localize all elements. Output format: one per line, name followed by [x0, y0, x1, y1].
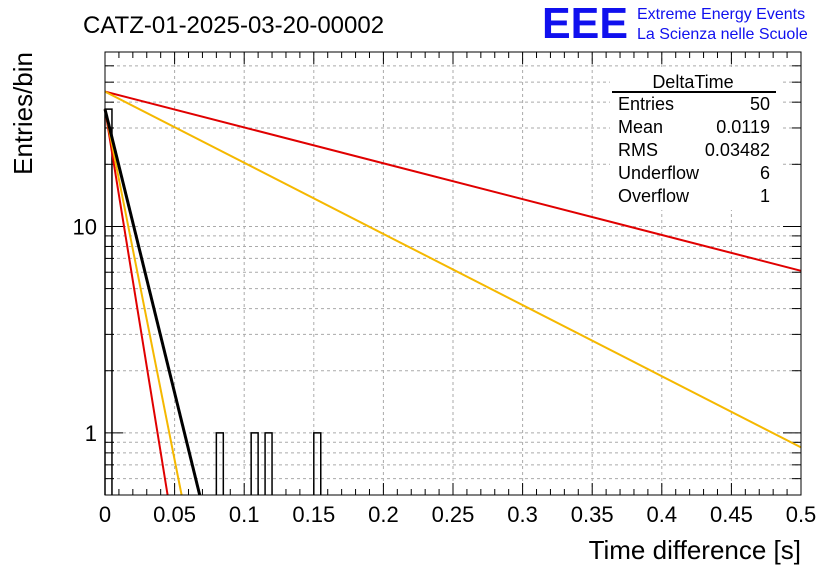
x-tick-label: 0.45 [710, 502, 753, 527]
y-tick-labels: 1 10 [73, 214, 97, 445]
x-tick-label: 0.35 [571, 502, 614, 527]
stats-box-bg [610, 70, 780, 210]
x-tick-label: 0.3 [507, 502, 538, 527]
y-axis-label: Entries/bin [8, 52, 38, 175]
stats-box: DeltaTime Entries 50 Mean 0.0119 RMS 0.0… [610, 70, 780, 210]
eee-logo-mark: EEE [542, 0, 628, 48]
stats-value-overflow: 1 [760, 186, 770, 206]
stats-label-rms: RMS [618, 140, 658, 160]
stats-label-mean: Mean [618, 117, 663, 137]
x-tick-label: 0.5 [786, 502, 817, 527]
logo-line1: Extreme Energy Events [637, 6, 805, 23]
fit-curve [104, 109, 169, 496]
histogram-bin [264, 432, 273, 495]
x-tick-label: 0.15 [292, 502, 335, 527]
x-tick-labels: 0 0.05 0.1 0.15 0.2 0.25 0.3 0.35 0.4 0.45 0.5 [99, 502, 816, 527]
histogram-bin [250, 432, 259, 495]
eee-logo: EEE Extreme Energy Events La Scienza nel… [542, 0, 808, 48]
y-tick-label: 10 [73, 214, 97, 239]
fit-curve [104, 90, 802, 449]
histogram-bin [104, 108, 113, 495]
histogram-bin [313, 432, 322, 495]
x-tick-label: 0 [99, 502, 111, 527]
fit-curves [103, 90, 802, 496]
stats-value-underflow: 6 [760, 163, 770, 183]
stats-label-entries: Entries [618, 94, 674, 114]
fit-curve [104, 109, 183, 496]
stats-label-overflow: Overflow [618, 186, 690, 206]
x-tick-label: 0.4 [647, 502, 678, 527]
stats-title: DeltaTime [652, 72, 733, 92]
x-axis-label: Time difference [s] [589, 535, 801, 565]
x-tick-label: 0.1 [229, 502, 260, 527]
x-tick-label: 0.05 [153, 502, 196, 527]
histogram-bin [215, 432, 225, 495]
fit-curve [103, 108, 202, 496]
y-tick-label: 1 [85, 421, 97, 446]
histogram [104, 108, 322, 495]
x-tick-label: 0.25 [432, 502, 475, 527]
fit-curve [104, 90, 802, 272]
x-tick-label: 0.2 [368, 502, 399, 527]
stats-value-entries: 50 [750, 94, 770, 114]
stats-value-mean: 0.0119 [716, 117, 770, 137]
stats-value-rms: 0.03482 [705, 140, 770, 160]
plot-frame [104, 51, 802, 496]
logo-line2: La Scienza nelle Scuole [637, 26, 808, 43]
chart-title: CATZ-01-2025-03-20-00002 [83, 12, 384, 39]
stats-label-underflow: Underflow [618, 163, 700, 183]
